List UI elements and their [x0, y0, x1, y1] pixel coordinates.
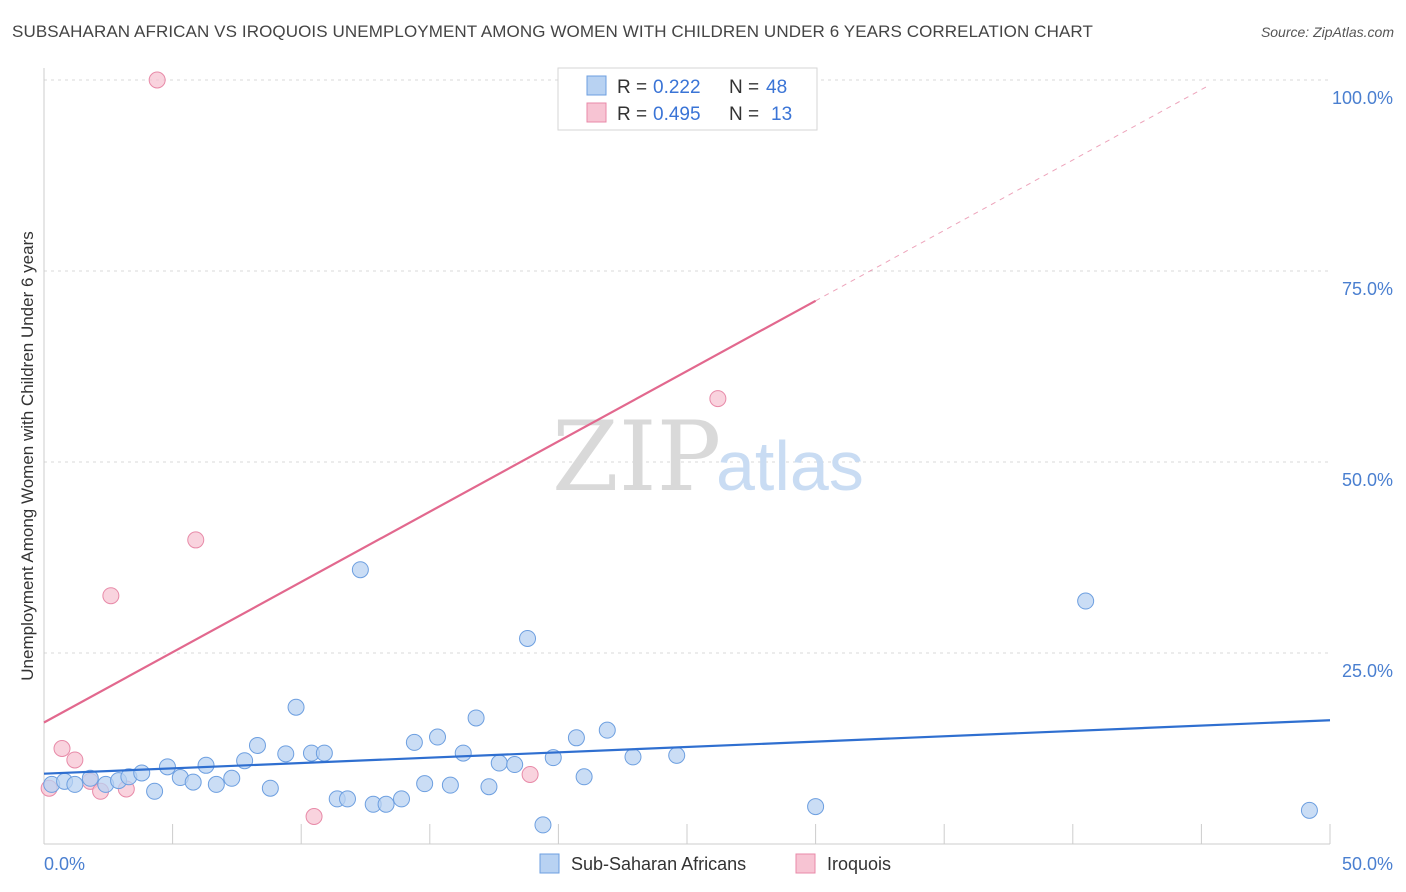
sub-saharan-point-34 [480, 778, 498, 796]
sub-saharan-point-16 [248, 736, 266, 754]
sub-saharan-point-14 [223, 769, 241, 787]
sub-saharan-point-33 [467, 709, 485, 727]
series-swatch-sub-saharan [539, 853, 560, 874]
sub-saharan-point-44 [668, 746, 686, 764]
legend-r-label-1: R = [617, 77, 647, 98]
y-tick-labels: 25.0% 50.0% 75.0% 100.0% [1332, 88, 1393, 681]
sub-saharan-point-18 [277, 745, 295, 763]
sub-saharan-point-31 [441, 776, 459, 794]
legend-r-label-2: R = [617, 104, 647, 125]
legend-r-value-1: 0.222 [653, 77, 701, 98]
iroquois-point-8 [187, 531, 205, 549]
iroquois-point-7 [148, 71, 166, 89]
sub-saharan-point-9 [158, 758, 176, 776]
sub-saharan-point-7 [133, 764, 151, 782]
sub-saharan-point-23 [338, 790, 356, 808]
y-tick-label-25: 25.0% [1342, 661, 1393, 681]
y-axis-title: Unemployment Among Women with Children U… [18, 231, 37, 680]
sub-saharan-point-28 [405, 733, 423, 751]
legend-n-value-1: 48 [766, 77, 787, 98]
sub-saharan-point-2 [66, 775, 84, 793]
iroquois-point-11 [709, 390, 727, 408]
sub-saharan-point-26 [377, 795, 395, 813]
legend-swatch-pink [586, 102, 607, 123]
x-axis-ticks [43, 824, 1331, 844]
legend-n-label-2: N = [729, 104, 759, 125]
iroquois-point-2 [66, 751, 84, 769]
y-tick-label-50: 50.0% [1342, 470, 1393, 490]
sub-saharan-point-17 [261, 779, 279, 797]
chart-title: SUBSAHARAN AFRICAN VS IROQUOIS UNEMPLOYM… [12, 22, 1093, 41]
series-label-sub-saharan: Sub-Saharan Africans [571, 854, 746, 874]
series-legend: Sub-Saharan Africans Iroquois [539, 853, 891, 874]
watermark-atlas: atlas [716, 427, 864, 505]
sub-saharan-point-46 [1077, 592, 1095, 610]
sub-saharan-point-45 [807, 798, 825, 816]
y-tick-label-100: 100.0% [1332, 88, 1393, 108]
series-swatch-iroquois [795, 853, 816, 874]
iroquois-point-1 [53, 740, 71, 757]
iroquois-point-9 [305, 807, 323, 825]
sub-saharan-point-13 [207, 775, 225, 793]
sub-saharan-point-21 [315, 744, 333, 762]
legend-r-value-2: 0.495 [653, 104, 701, 125]
sub-saharan-point-38 [534, 816, 552, 834]
sub-saharan-point-41 [575, 768, 593, 786]
sub-saharan-point-40 [567, 729, 585, 747]
watermark-zip: ZIP [552, 401, 721, 513]
y-tick-label-75: 75.0% [1342, 279, 1393, 299]
sub-saharan-point-42 [598, 721, 616, 739]
x-tick-label-min: 0.0% [44, 854, 85, 874]
sub-saharan-point-37 [519, 629, 537, 647]
iroquois-point-10 [521, 765, 539, 783]
legend-n-label-1: N = [729, 77, 759, 98]
sub-saharan-point-36 [506, 756, 524, 774]
sub-saharan-point-30 [429, 728, 447, 746]
sub-saharan-point-35 [490, 754, 508, 772]
source-credit: Source: ZipAtlas.com [1260, 24, 1394, 40]
legend-n-value-2: 13 [771, 104, 792, 125]
sub-saharan-point-27 [393, 790, 411, 808]
series-label-iroquois: Iroquois [827, 854, 891, 874]
sub-saharan-point-43 [624, 748, 642, 766]
legend-swatch-blue [586, 75, 607, 96]
grid-lines [44, 79, 1330, 654]
sub-saharan-point-12 [197, 756, 215, 774]
iroquois-point-5 [102, 587, 120, 605]
sub-saharan-point-29 [416, 775, 434, 793]
sub-saharan-trend-line [43, 719, 1331, 775]
sub-saharan-points [43, 561, 1318, 834]
sub-saharan-point-11 [184, 773, 202, 791]
iroquois-trend-extension [815, 84, 1210, 302]
correlation-legend: R = 0.222 N = 48 R = 0.495 N = 13 [557, 67, 818, 131]
sub-saharan-point-3 [81, 769, 99, 787]
x-tick-label-max: 50.0% [1342, 854, 1393, 874]
sub-saharan-point-47 [1300, 801, 1318, 819]
sub-saharan-point-32 [454, 744, 472, 762]
watermark: ZIP atlas [552, 401, 864, 513]
trend-lines [43, 84, 1331, 775]
iroquois-trend-line [43, 299, 817, 724]
sub-saharan-point-8 [146, 782, 164, 800]
sub-saharan-point-24 [351, 561, 369, 579]
sub-saharan-point-19 [287, 698, 305, 716]
